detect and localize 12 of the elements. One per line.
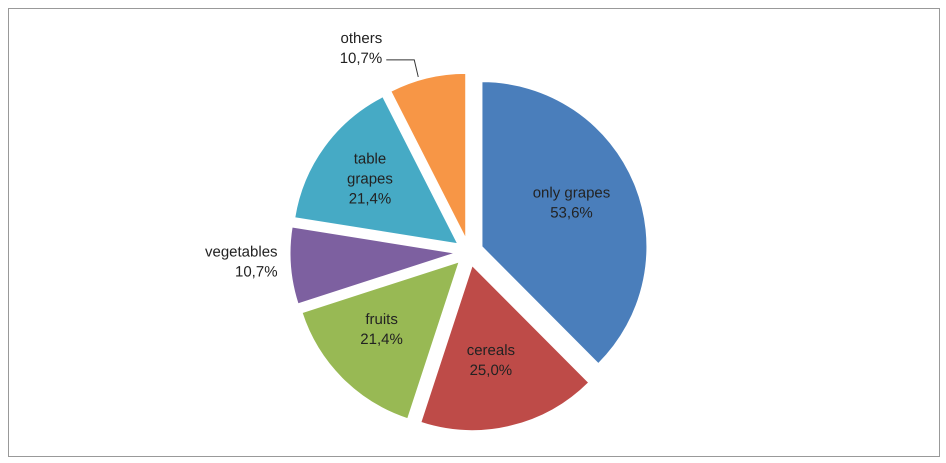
slice-label: fruits	[365, 310, 398, 328]
slice-label: cereals	[466, 342, 516, 359]
slice-label: others	[340, 29, 382, 46]
slice-label: vegetables	[204, 242, 278, 260]
slice-label: only grapes	[532, 184, 610, 202]
data-label: 10,7%	[235, 262, 278, 280]
data-label: 21,4%	[360, 330, 403, 348]
data-label: 21,4%	[348, 190, 392, 208]
slice-label: table grapes	[347, 150, 393, 188]
data-label: 25,0%	[470, 362, 512, 379]
data-label: 10,7%	[340, 49, 382, 66]
data-label: 53,6%	[550, 204, 593, 222]
